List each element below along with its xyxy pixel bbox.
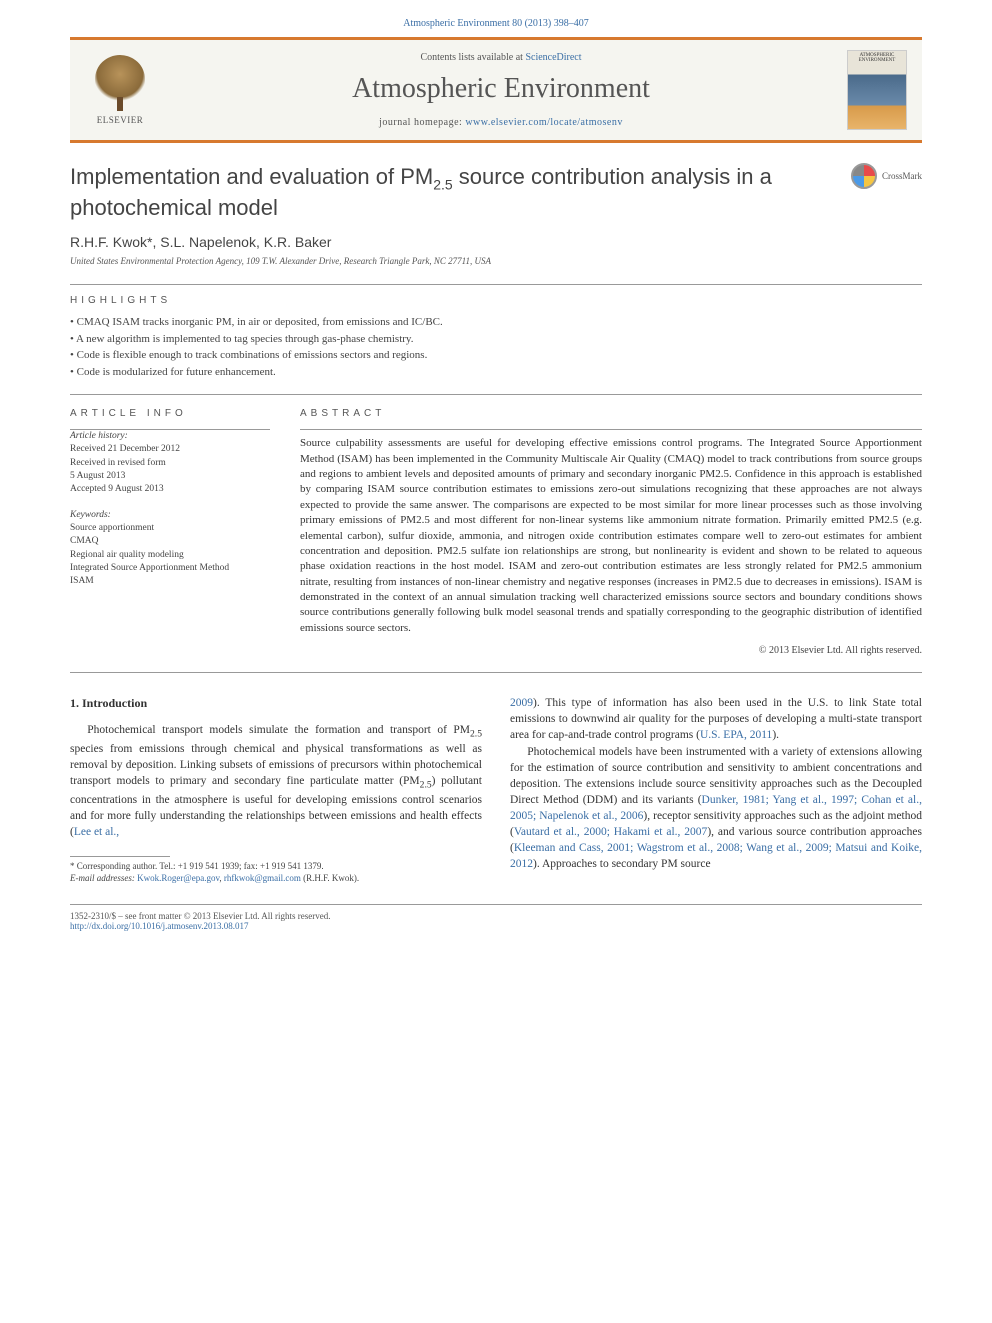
- history-line: Accepted 9 August 2013: [70, 483, 270, 496]
- article-info-column: ARTICLE INFO Article history: Received 2…: [70, 407, 270, 658]
- homepage-prefix: journal homepage:: [379, 117, 465, 128]
- body-paragraph: 2009). This type of information has also…: [510, 695, 922, 743]
- keyword: Regional air quality modeling: [70, 549, 270, 562]
- footnotes-block: * Corresponding author. Tel.: +1 919 541…: [70, 861, 482, 884]
- elsevier-logo[interactable]: ELSEVIER: [85, 50, 155, 130]
- article-info-label: ARTICLE INFO: [70, 407, 270, 429]
- issn-line: 1352-2310/$ – see front matter © 2013 El…: [70, 911, 331, 921]
- footer-left: 1352-2310/$ – see front matter © 2013 El…: [70, 911, 331, 931]
- history-line: 5 August 2013: [70, 470, 270, 483]
- highlight-item: A new algorithm is implemented to tag sp…: [70, 331, 922, 348]
- body-paragraph: Photochemical transport models simulate …: [70, 722, 482, 840]
- page-footer: 1352-2310/$ – see front matter © 2013 El…: [70, 904, 922, 931]
- title-subscript: 2.5: [433, 176, 452, 192]
- highlight-item: Code is flexible enough to track combina…: [70, 347, 922, 364]
- affiliation-line: United States Environmental Protection A…: [70, 256, 922, 266]
- crossmark-icon: [851, 163, 877, 189]
- history-line: Received in revised form: [70, 457, 270, 470]
- abstract-text: Source culpability assessments are usefu…: [300, 430, 922, 636]
- article-history-block: Article history: Received 21 December 20…: [70, 430, 270, 496]
- banner-center: Contents lists available at ScienceDirec…: [155, 52, 847, 128]
- homepage-line: journal homepage: www.elsevier.com/locat…: [155, 117, 847, 128]
- crossmark-label: CrossMark: [882, 171, 922, 181]
- abstract-label: ABSTRACT: [300, 407, 922, 429]
- section-heading-intro: 1. Introduction: [70, 695, 482, 712]
- elsevier-tree-icon: [95, 55, 145, 103]
- sciencedirect-link[interactable]: ScienceDirect: [525, 52, 581, 63]
- header-citation: Atmospheric Environment 80 (2013) 398–40…: [0, 0, 992, 37]
- contents-prefix: Contents lists available at: [420, 52, 525, 63]
- email-link[interactable]: rhfkwok@gmail.com: [224, 873, 301, 883]
- email-label: E-mail addresses:: [70, 873, 137, 883]
- body-paragraph: Photochemical models have been instrumen…: [510, 744, 922, 873]
- highlights-list: CMAQ ISAM tracks inorganic PM, in air or…: [70, 314, 922, 394]
- keyword: ISAM: [70, 575, 270, 588]
- journal-name: Atmospheric Environment: [155, 73, 847, 105]
- history-line: Received 21 December 2012: [70, 443, 270, 456]
- authors-line: R.H.F. Kwok*, S.L. Napelenok, K.R. Baker: [70, 234, 922, 250]
- abstract-copyright: © 2013 Elsevier Ltd. All rights reserved…: [300, 644, 922, 658]
- article-title: Implementation and evaluation of PM2.5 s…: [70, 163, 831, 222]
- body-text: Photochemical transport models simulate …: [87, 724, 470, 736]
- homepage-link[interactable]: www.elsevier.com/locate/atmosenv: [465, 117, 623, 128]
- info-abstract-row: ARTICLE INFO Article history: Received 2…: [70, 394, 922, 673]
- abstract-column: ABSTRACT Source culpability assessments …: [300, 407, 922, 658]
- keywords-block: Keywords: Source apportionment CMAQ Regi…: [70, 509, 270, 589]
- contents-lists-line: Contents lists available at ScienceDirec…: [155, 52, 847, 63]
- email-line: E-mail addresses: Kwok.Roger@epa.gov, rh…: [70, 873, 482, 885]
- highlight-item: CMAQ ISAM tracks inorganic PM, in air or…: [70, 314, 922, 331]
- citation-link[interactable]: Vautard et al., 2000; Hakami et al., 200…: [514, 826, 707, 838]
- highlight-item: Code is modularized for future enhanceme…: [70, 364, 922, 381]
- keywords-header: Keywords:: [70, 509, 270, 522]
- body-text: ).: [772, 729, 779, 741]
- journal-cover-thumbnail[interactable]: ATMOSPHERIC ENVIRONMENT: [847, 50, 907, 130]
- history-header: Article history:: [70, 430, 270, 443]
- footnote-separator: [70, 856, 170, 857]
- highlights-label: HIGHLIGHTS: [70, 285, 922, 314]
- publisher-name: ELSEVIER: [97, 115, 144, 125]
- doi-link[interactable]: http://dx.doi.org/10.1016/j.atmosenv.201…: [70, 921, 249, 931]
- title-pre: Implementation and evaluation of PM: [70, 164, 433, 189]
- title-row: Implementation and evaluation of PM2.5 s…: [70, 163, 922, 222]
- keyword: Integrated Source Apportionment Method: [70, 562, 270, 575]
- keyword: CMAQ: [70, 535, 270, 548]
- body-text: ). Approaches to secondary PM source: [533, 858, 711, 870]
- email-link[interactable]: Kwok.Roger@epa.gov: [137, 873, 219, 883]
- corresponding-author-note: * Corresponding author. Tel.: +1 919 541…: [70, 861, 482, 873]
- email-trail: (R.H.F. Kwok).: [301, 873, 359, 883]
- cover-title: ATMOSPHERIC ENVIRONMENT: [850, 53, 904, 63]
- citation-link[interactable]: Lee et al.,: [74, 826, 119, 838]
- crossmark-widget[interactable]: CrossMark: [851, 163, 922, 189]
- citation-link[interactable]: 2009: [510, 697, 533, 709]
- keyword: Source apportionment: [70, 522, 270, 535]
- journal-banner: ELSEVIER Contents lists available at Sci…: [70, 37, 922, 143]
- article-main: Implementation and evaluation of PM2.5 s…: [70, 163, 922, 884]
- body-text-columns: 1. Introduction Photochemical transport …: [70, 695, 922, 884]
- citation-link[interactable]: U.S. EPA, 2011: [700, 729, 772, 741]
